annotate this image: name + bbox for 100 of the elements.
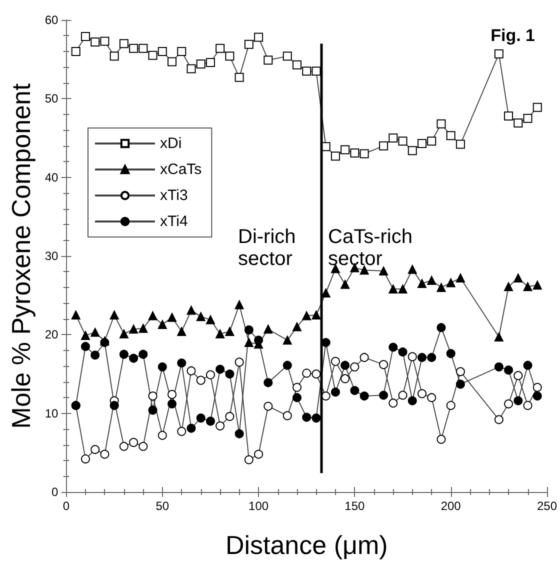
point (216, 364, 225, 374)
point (148, 406, 158, 415)
x-tick-label: 250 (536, 499, 558, 513)
point (523, 114, 532, 123)
point (360, 266, 369, 275)
point (138, 350, 148, 359)
point (312, 370, 321, 378)
point (100, 338, 110, 348)
point (532, 382, 542, 392)
point (514, 371, 523, 380)
y-tick-label: 0 (52, 485, 59, 499)
point (494, 49, 504, 58)
point (312, 66, 321, 76)
point (168, 57, 177, 66)
x-tick-label: 100 (248, 499, 269, 513)
point (100, 36, 110, 46)
point (514, 396, 523, 406)
point (244, 40, 254, 49)
y-tick-label: 40 (44, 170, 59, 184)
point (418, 389, 426, 398)
point (234, 72, 244, 82)
point (90, 445, 100, 454)
point (494, 415, 504, 424)
point (138, 44, 148, 53)
point (129, 354, 138, 363)
point (148, 392, 158, 401)
point (264, 402, 273, 411)
point (216, 329, 225, 338)
point (504, 366, 514, 375)
y-tick-label: 10 (44, 406, 59, 420)
point (225, 327, 234, 336)
point (340, 280, 350, 289)
point (350, 362, 360, 372)
annotation: Di-rich sector (238, 226, 296, 270)
point (504, 282, 514, 292)
point (360, 149, 369, 158)
point (119, 329, 128, 338)
point (110, 400, 119, 410)
point (264, 324, 273, 334)
point (523, 360, 532, 370)
point (330, 356, 340, 366)
point (254, 32, 264, 42)
point (90, 38, 100, 47)
point (408, 146, 417, 156)
point (119, 442, 128, 451)
point (80, 32, 90, 42)
point (225, 412, 234, 421)
point (80, 330, 90, 340)
point (398, 390, 408, 400)
x-axis-title: Distance (μm) (225, 530, 388, 560)
point (177, 358, 186, 368)
point (158, 362, 167, 372)
point (292, 60, 302, 70)
point (282, 52, 292, 61)
point (90, 350, 100, 360)
point (186, 64, 196, 74)
point (244, 455, 254, 464)
point (196, 60, 206, 69)
point (523, 282, 532, 292)
point (436, 119, 446, 128)
point (330, 152, 340, 161)
point (100, 450, 110, 459)
point (312, 414, 321, 423)
point (532, 280, 542, 290)
y-tick-label: 30 (44, 249, 59, 263)
x-tick-label: 0 (62, 499, 70, 513)
point (379, 141, 388, 150)
point (350, 148, 360, 158)
point (148, 311, 158, 320)
point (340, 360, 350, 370)
point (168, 312, 177, 322)
point (446, 349, 456, 358)
point (504, 111, 514, 120)
point (398, 136, 408, 146)
point (494, 332, 504, 342)
point (234, 358, 244, 367)
point (254, 336, 264, 345)
legend-label: xTi4 (160, 213, 188, 230)
legend-label: xDi (160, 135, 182, 152)
point (186, 366, 196, 376)
point (80, 342, 90, 351)
point (264, 378, 273, 388)
point (340, 374, 350, 384)
point (302, 368, 312, 378)
point (504, 399, 514, 408)
point (168, 399, 177, 408)
point (292, 382, 302, 392)
point (148, 50, 158, 60)
point (129, 438, 138, 447)
point (427, 352, 436, 362)
point (408, 396, 417, 406)
point (456, 140, 465, 149)
point (216, 421, 225, 430)
point (119, 39, 128, 48)
point (129, 44, 138, 53)
point (158, 320, 167, 329)
point (110, 52, 119, 61)
point (71, 46, 80, 56)
y-tick-label: 60 (44, 13, 59, 27)
point (138, 442, 148, 451)
